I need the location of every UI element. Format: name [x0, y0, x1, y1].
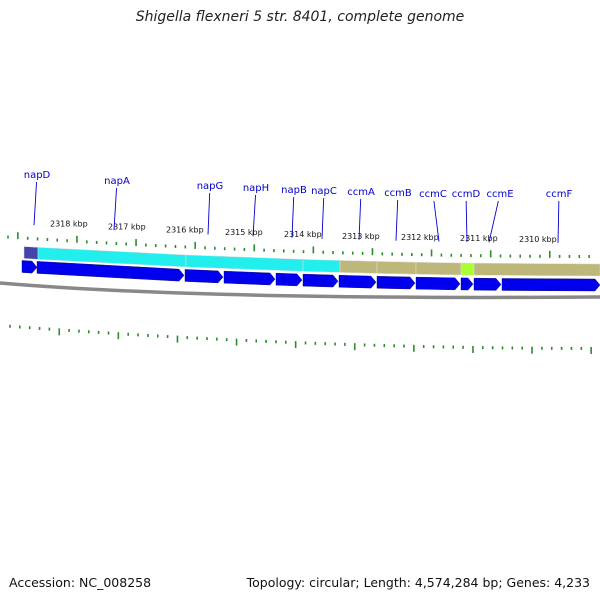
gene-connector [465, 200, 468, 243]
scale-label: 2316 kbp [166, 225, 204, 234]
feature-block [23, 246, 39, 260]
gene-label: ccmA [347, 187, 375, 198]
gene-label: napG [197, 181, 224, 192]
gene-labels: napD napA napG napH napB napC ccmA ccmB ccmC ccmD… [24, 170, 573, 243]
gene-label: ccmB [384, 188, 412, 199]
cds-arrow [473, 277, 502, 291]
cds-arrow [302, 273, 339, 288]
genome-title: Shigella flexneri 5 str. 8401, complete … [135, 9, 465, 25]
gene-connector [321, 197, 325, 239]
gene-label: ccmE [486, 189, 513, 200]
gene-label: napH [243, 183, 269, 194]
cds-arrow [501, 278, 600, 292]
cds-arrow [460, 277, 474, 291]
gene-label: napC [311, 186, 337, 197]
feature-block [185, 254, 304, 272]
cds-arrow [376, 276, 416, 290]
gene-connector [113, 187, 117, 230]
gene-connector [488, 200, 499, 243]
gene-label: ccmC [419, 189, 447, 200]
gene-connector [557, 200, 560, 243]
cds-arrow [338, 275, 377, 289]
gene-connector [395, 199, 399, 241]
feature-block [460, 262, 475, 276]
gene-label: ccmF [546, 189, 573, 200]
cds-track [21, 260, 600, 292]
gene-connector [433, 200, 440, 242]
cds-arrow [275, 272, 303, 287]
cds-arrow [184, 269, 224, 284]
gene-connector [358, 198, 362, 240]
feature-block [415, 261, 462, 276]
scale-labels: 2318 kbp 2317 kbp 2316 kbp 2315 kbp 2314 kbp… [50, 219, 557, 244]
gene-label: ccmD [452, 189, 481, 200]
scale-label: 2311 kbp [460, 234, 498, 243]
gene-connector [207, 192, 211, 235]
cds-arrow [415, 276, 461, 291]
feature-block [376, 261, 417, 275]
scale-label: 2317 kbp [108, 223, 146, 232]
gene-connector [33, 181, 37, 226]
gene-connector [291, 196, 295, 238]
scale-label: 2314 kbp [284, 230, 322, 239]
feature-block [339, 260, 378, 274]
scale-label: 2313 kbp [342, 232, 380, 241]
cds-arrow [223, 270, 276, 286]
scale-ticks-outer [7, 232, 590, 258]
cds-arrow [36, 261, 185, 282]
feature-track [23, 246, 600, 277]
scale-label: 2315 kbp [225, 228, 263, 237]
scale-ticks-inner [9, 324, 592, 354]
scale-label: 2312 kbp [401, 233, 439, 242]
scale-label: 2310 kbp [519, 235, 557, 244]
genome-summary: Topology: circular; Length: 4,574,284 bp… [246, 575, 590, 590]
feature-block [302, 259, 341, 273]
feature-block [473, 262, 600, 277]
gene-connector [252, 194, 256, 237]
gene-label: napB [281, 185, 307, 196]
scale-label: 2318 kbp [50, 219, 88, 228]
genome-backbone [0, 281, 600, 300]
gene-label: napD [24, 170, 51, 181]
backbone-line [0, 281, 600, 300]
gene-label: napA [104, 176, 130, 187]
cds-arrow [21, 260, 38, 274]
accession-label: Accession: NC_008258 [9, 575, 152, 590]
